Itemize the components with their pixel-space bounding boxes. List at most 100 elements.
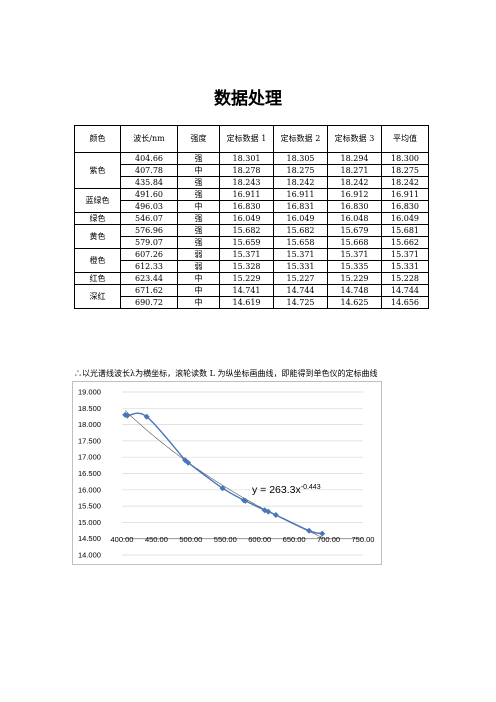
table-row: 612.33 弱 15.328 15.331 15.335 15.331 <box>75 260 429 273</box>
table-cell: 18.242 <box>327 176 382 189</box>
table-cell: 18.243 <box>219 176 274 189</box>
data-point <box>319 530 326 537</box>
table-cell: 14.625 <box>327 296 382 309</box>
table-cell: 16.911 <box>381 188 429 201</box>
table-cell: 16.049 <box>381 212 429 225</box>
table-row: 407.78 中 18.278 18.275 18.271 18.275 <box>75 164 429 177</box>
x-tick-label: 500.00 <box>179 535 202 544</box>
y-tick-label: 17.500 <box>78 436 101 445</box>
table-row: 蓝绿色 491.60 强 16.911 16.911 16.912 16.911 <box>74 188 429 213</box>
x-tick-label: 450.00 <box>145 535 168 544</box>
table-cell: 中 <box>177 284 220 297</box>
table-cell: 16.831 <box>273 200 328 213</box>
color-group-cell: 红色 <box>74 272 121 285</box>
table-cell: 18.275 <box>381 164 429 177</box>
table-cell: 579.07 <box>120 236 178 249</box>
table-header-row: 颜色 波长/nm 强度 定标数据 1 定标数据 2 定标数据 3 平均值 <box>74 125 429 153</box>
data-point <box>143 413 150 420</box>
data-point <box>306 527 313 534</box>
header-cell: 定标数据 1 <box>219 125 274 153</box>
table-row: 红色 623.44 中 15.229 15.227 15.229 15.228 <box>74 272 429 285</box>
table-cell: 623.44 <box>120 272 178 285</box>
data-point <box>261 507 268 514</box>
y-tick-label: 18.000 <box>78 420 101 429</box>
table-cell: 16.911 <box>273 188 328 201</box>
data-point <box>272 511 279 518</box>
color-group-cell: 绿色 <box>74 212 121 225</box>
data-point <box>265 508 272 515</box>
y-tick-label: 15.000 <box>78 518 101 527</box>
table-cell: 671.62 <box>120 284 178 297</box>
table-cell: 强 <box>177 176 220 189</box>
note-text: ∴以光谱线波长λ为横坐标，滚轮读数 L 为纵坐标画曲线，即能得到单色仪的定标曲线 <box>74 369 378 378</box>
table-cell: 690.72 <box>120 296 178 309</box>
table-cell: 14.619 <box>219 296 274 309</box>
table-cell: 15.371 <box>381 248 429 261</box>
header-cell: 定标数据 2 <box>273 125 328 153</box>
table-cell: 15.228 <box>381 272 429 285</box>
table-cell: 15.371 <box>327 248 382 261</box>
table-cell: 16.049 <box>219 212 274 225</box>
y-tick-label: 17.000 <box>78 453 101 462</box>
data-point <box>219 485 226 492</box>
header-cell: 平均值 <box>381 125 429 153</box>
table-cell: 15.658 <box>273 236 328 249</box>
x-tick-label: 750.00 <box>352 535 375 544</box>
table-cell: 15.371 <box>273 248 328 261</box>
table-cell: 15.229 <box>219 272 274 285</box>
table-cell: 15.682 <box>219 224 274 237</box>
x-tick-label: 550.00 <box>214 535 237 544</box>
table-cell: 15.335 <box>327 260 382 273</box>
x-tick-label: 650.00 <box>283 535 306 544</box>
table-cell: 18.278 <box>219 164 274 177</box>
table-cell: 15.681 <box>381 224 429 237</box>
y-tick-label: 18.500 <box>78 404 101 413</box>
color-group-cell: 橙色 <box>74 248 121 273</box>
table-cell: 14.744 <box>381 284 429 297</box>
table-cell: 弱 <box>177 248 220 261</box>
header-cell: 定标数据 3 <box>327 125 382 153</box>
header-cell: 颜色 <box>74 125 121 153</box>
color-group-cell: 紫色 <box>74 152 121 189</box>
color-group-cell: 深红 <box>74 284 121 309</box>
x-tick-label: 700.00 <box>317 535 340 544</box>
data-point <box>185 459 192 466</box>
color-group-cell: 蓝绿色 <box>74 188 121 213</box>
table-cell: 15.331 <box>273 260 328 273</box>
table-cell: 15.331 <box>381 260 429 273</box>
page-title: 数据处理 <box>214 89 282 109</box>
table-cell: 435.84 <box>120 176 178 189</box>
table-cell: 14.725 <box>273 296 328 309</box>
table-cell: 607.26 <box>120 248 178 261</box>
table-cell: 14.741 <box>219 284 274 297</box>
table-cell: 15.682 <box>273 224 328 237</box>
table-row: 紫色 404.66 强 18.301 18.305 18.294 18.300 <box>74 152 429 189</box>
table-cell: 16.049 <box>273 212 328 225</box>
y-tick-label: 19.000 <box>78 388 101 397</box>
table-cell: 15.662 <box>381 236 429 249</box>
header-cell: 波长/nm <box>120 125 178 153</box>
table-cell: 18.275 <box>273 164 328 177</box>
table-row: 579.07 强 15.659 15.658 15.668 15.662 <box>75 236 429 249</box>
table-cell: 18.300 <box>381 152 429 165</box>
table-cell: 16.048 <box>327 212 382 225</box>
table-cell: 491.60 <box>120 188 178 201</box>
table-cell: 496.03 <box>120 200 178 213</box>
table-cell: 强 <box>177 152 220 165</box>
table-cell: 14.748 <box>327 284 382 297</box>
table-cell: 15.659 <box>219 236 274 249</box>
table-cell: 14.744 <box>273 284 328 297</box>
y-tick-label: 14.000 <box>78 551 101 560</box>
table-cell: 18.271 <box>327 164 382 177</box>
table-row: 绿色 546.07 强 16.049 16.049 16.048 16.049 <box>74 212 429 225</box>
table-cell: 576.96 <box>120 224 178 237</box>
data-point <box>124 412 131 419</box>
header-cell: 强度 <box>177 125 220 153</box>
table-cell: 16.911 <box>219 188 274 201</box>
table-cell: 15.328 <box>219 260 274 273</box>
y-tick-label: 16.500 <box>78 469 101 478</box>
table-cell: 18.305 <box>273 152 328 165</box>
y-tick-label: 15.500 <box>78 502 101 511</box>
table-cell: 612.33 <box>120 260 178 273</box>
table-cell: 407.78 <box>120 164 178 177</box>
